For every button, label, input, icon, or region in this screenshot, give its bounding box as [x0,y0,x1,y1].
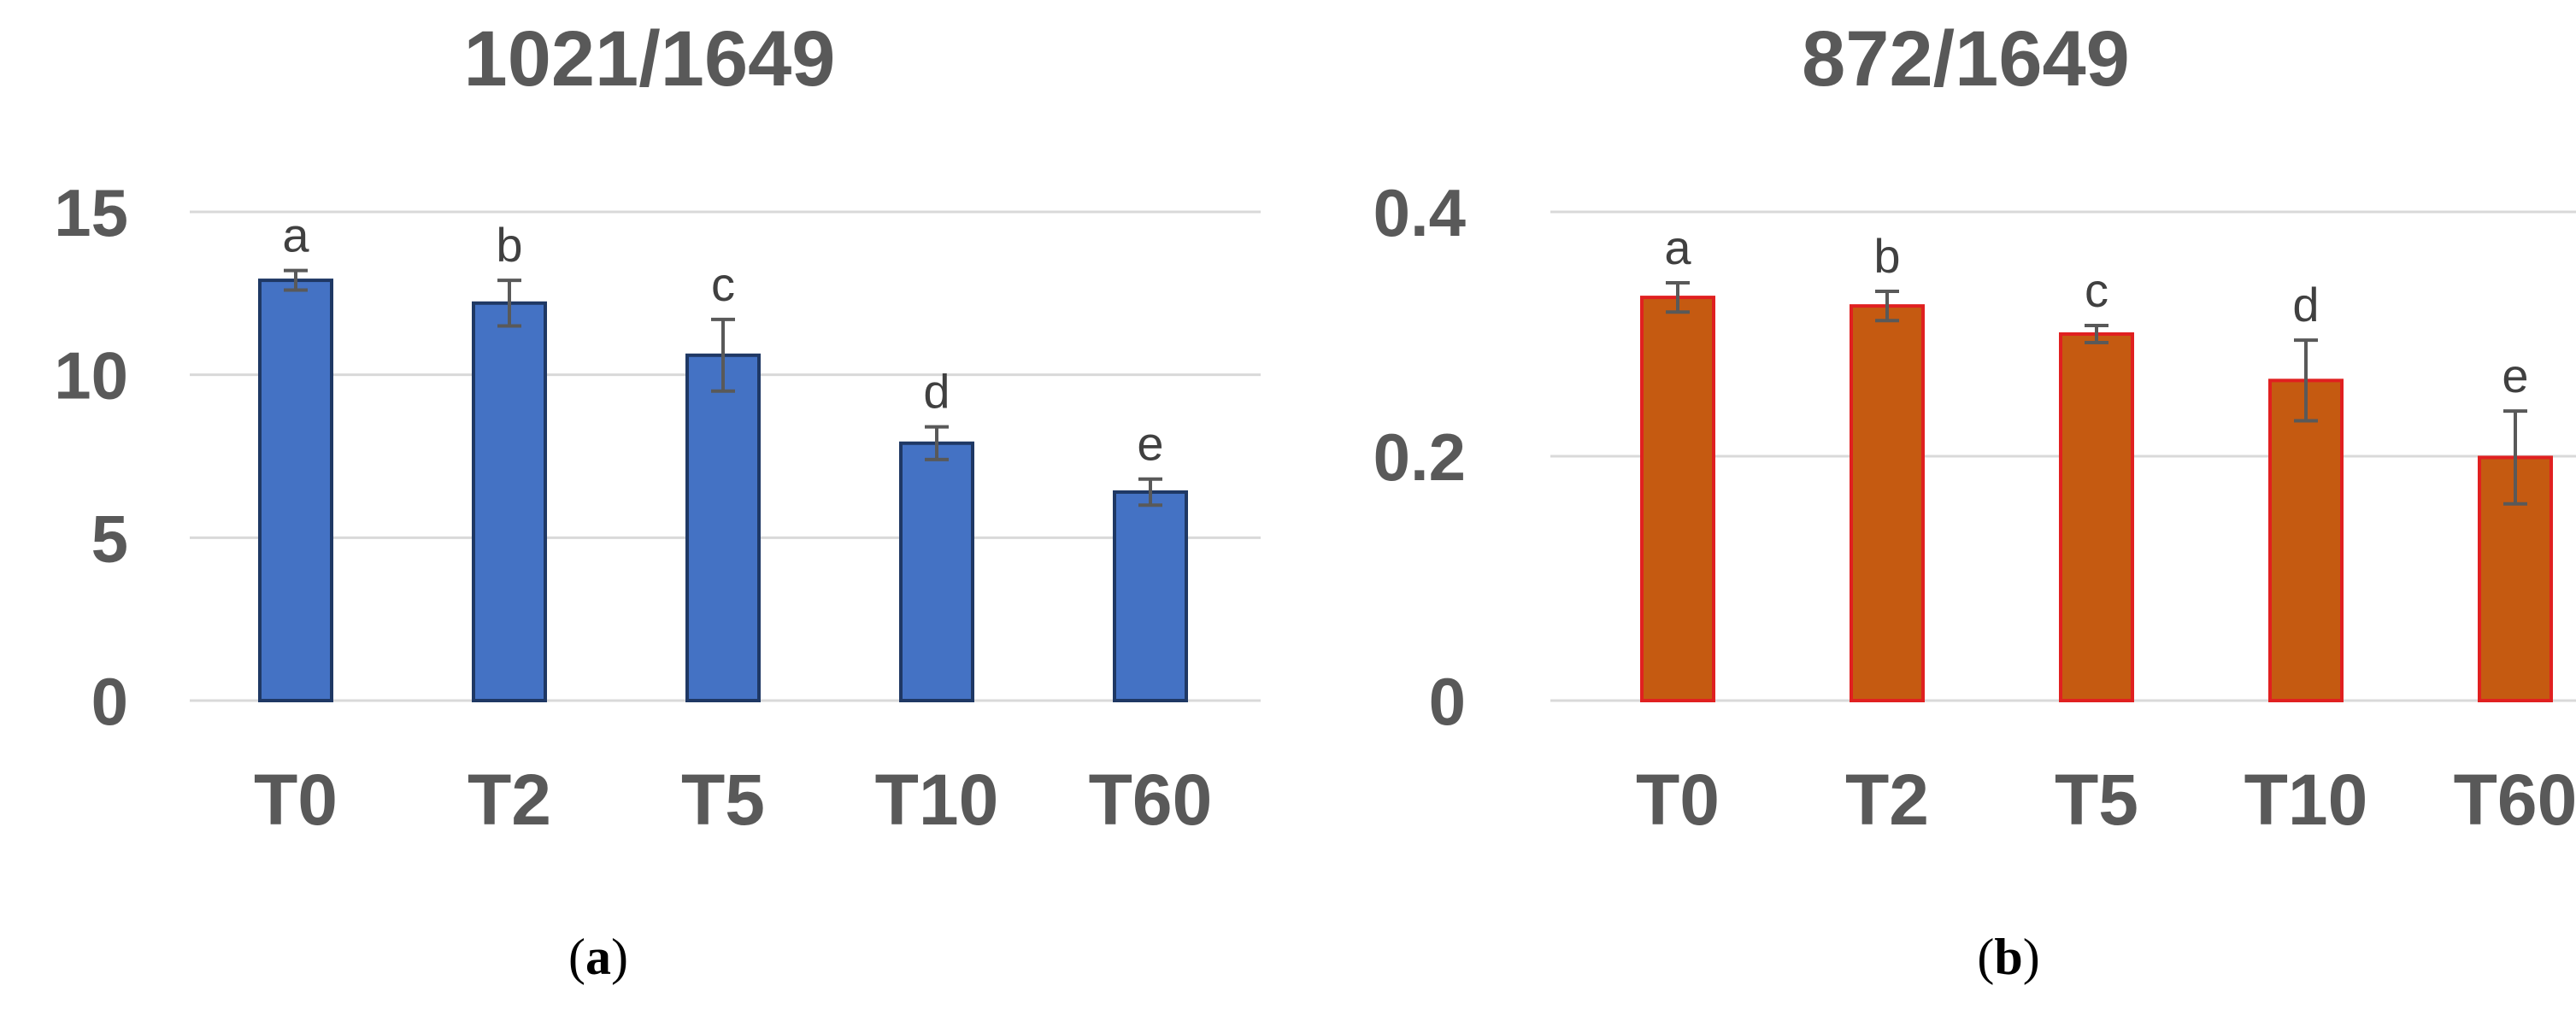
significance-label: b [496,218,522,272]
x-tick-label: T10 [875,760,999,840]
panel-label-close: ) [2023,929,2040,985]
y-axis-ticks: 0 0.2 0.4 [1373,175,1466,739]
bar [1850,304,1925,702]
y-tick-label: 0 [91,664,128,739]
significance-label: d [923,365,950,419]
panel-label: (a) [568,929,628,985]
bars: a b c d e [258,208,1188,702]
chart-title: 872/1649 [1802,15,2130,103]
y-axis-ticks: 0 5 10 15 [54,175,128,739]
y-tick-label: 0.4 [1373,175,1466,250]
x-tick-label: T0 [1636,760,1720,840]
significance-label: d [2292,278,2319,331]
y-tick-label: 0.2 [1373,419,1466,495]
bar [1113,490,1188,702]
x-tick-label: T60 [1089,760,1213,840]
significance-label: c [2085,263,2108,317]
bar [2268,378,2344,702]
x-tick-label: T60 [2454,760,2576,840]
bars: a b c d e [1640,220,2553,702]
significance-label: b [1873,229,1900,283]
y-tick-label: 5 [91,501,128,576]
x-tick-label: T0 [254,760,338,840]
y-tick-label: 0 [1429,664,1466,739]
significance-label: e [2502,349,2528,402]
y-tick-label: 15 [54,175,128,250]
bar [2059,332,2134,702]
panel-label-close: ) [611,929,628,985]
significance-label: c [711,257,735,311]
x-tick-label: T2 [1845,760,1929,840]
panel-label: (b) [1977,929,2039,985]
y-tick-label: 10 [54,338,128,414]
chart-panel-b: 872/1649 00.20.4 a bc de T0 T2 T5 T10 T60 (b) [1373,15,2576,985]
x-axis-ticks: T0 T2 T5 T10 T60 [1636,760,2576,840]
chart-title: 1021/1649 [464,15,836,103]
panel-label-letter: a [585,929,611,985]
x-tick-label: T2 [468,760,551,840]
bar [472,301,547,702]
x-tick-label: T10 [2244,760,2368,840]
panel-label-open: ( [1977,929,1994,985]
x-tick-label: T5 [681,760,765,840]
bar [685,353,761,702]
significance-label: a [282,208,309,262]
significance-label: a [1664,220,1691,274]
bar [258,279,333,702]
panel-label-open: ( [568,929,585,985]
significance-label: e [1137,417,1163,471]
bar [1640,296,1715,702]
panel-label-letter: b [1994,929,2022,985]
x-tick-label: T5 [2055,760,2138,840]
bar [899,441,974,702]
x-axis-ticks: T0 T2 T5 T10 T60 [254,760,1212,840]
